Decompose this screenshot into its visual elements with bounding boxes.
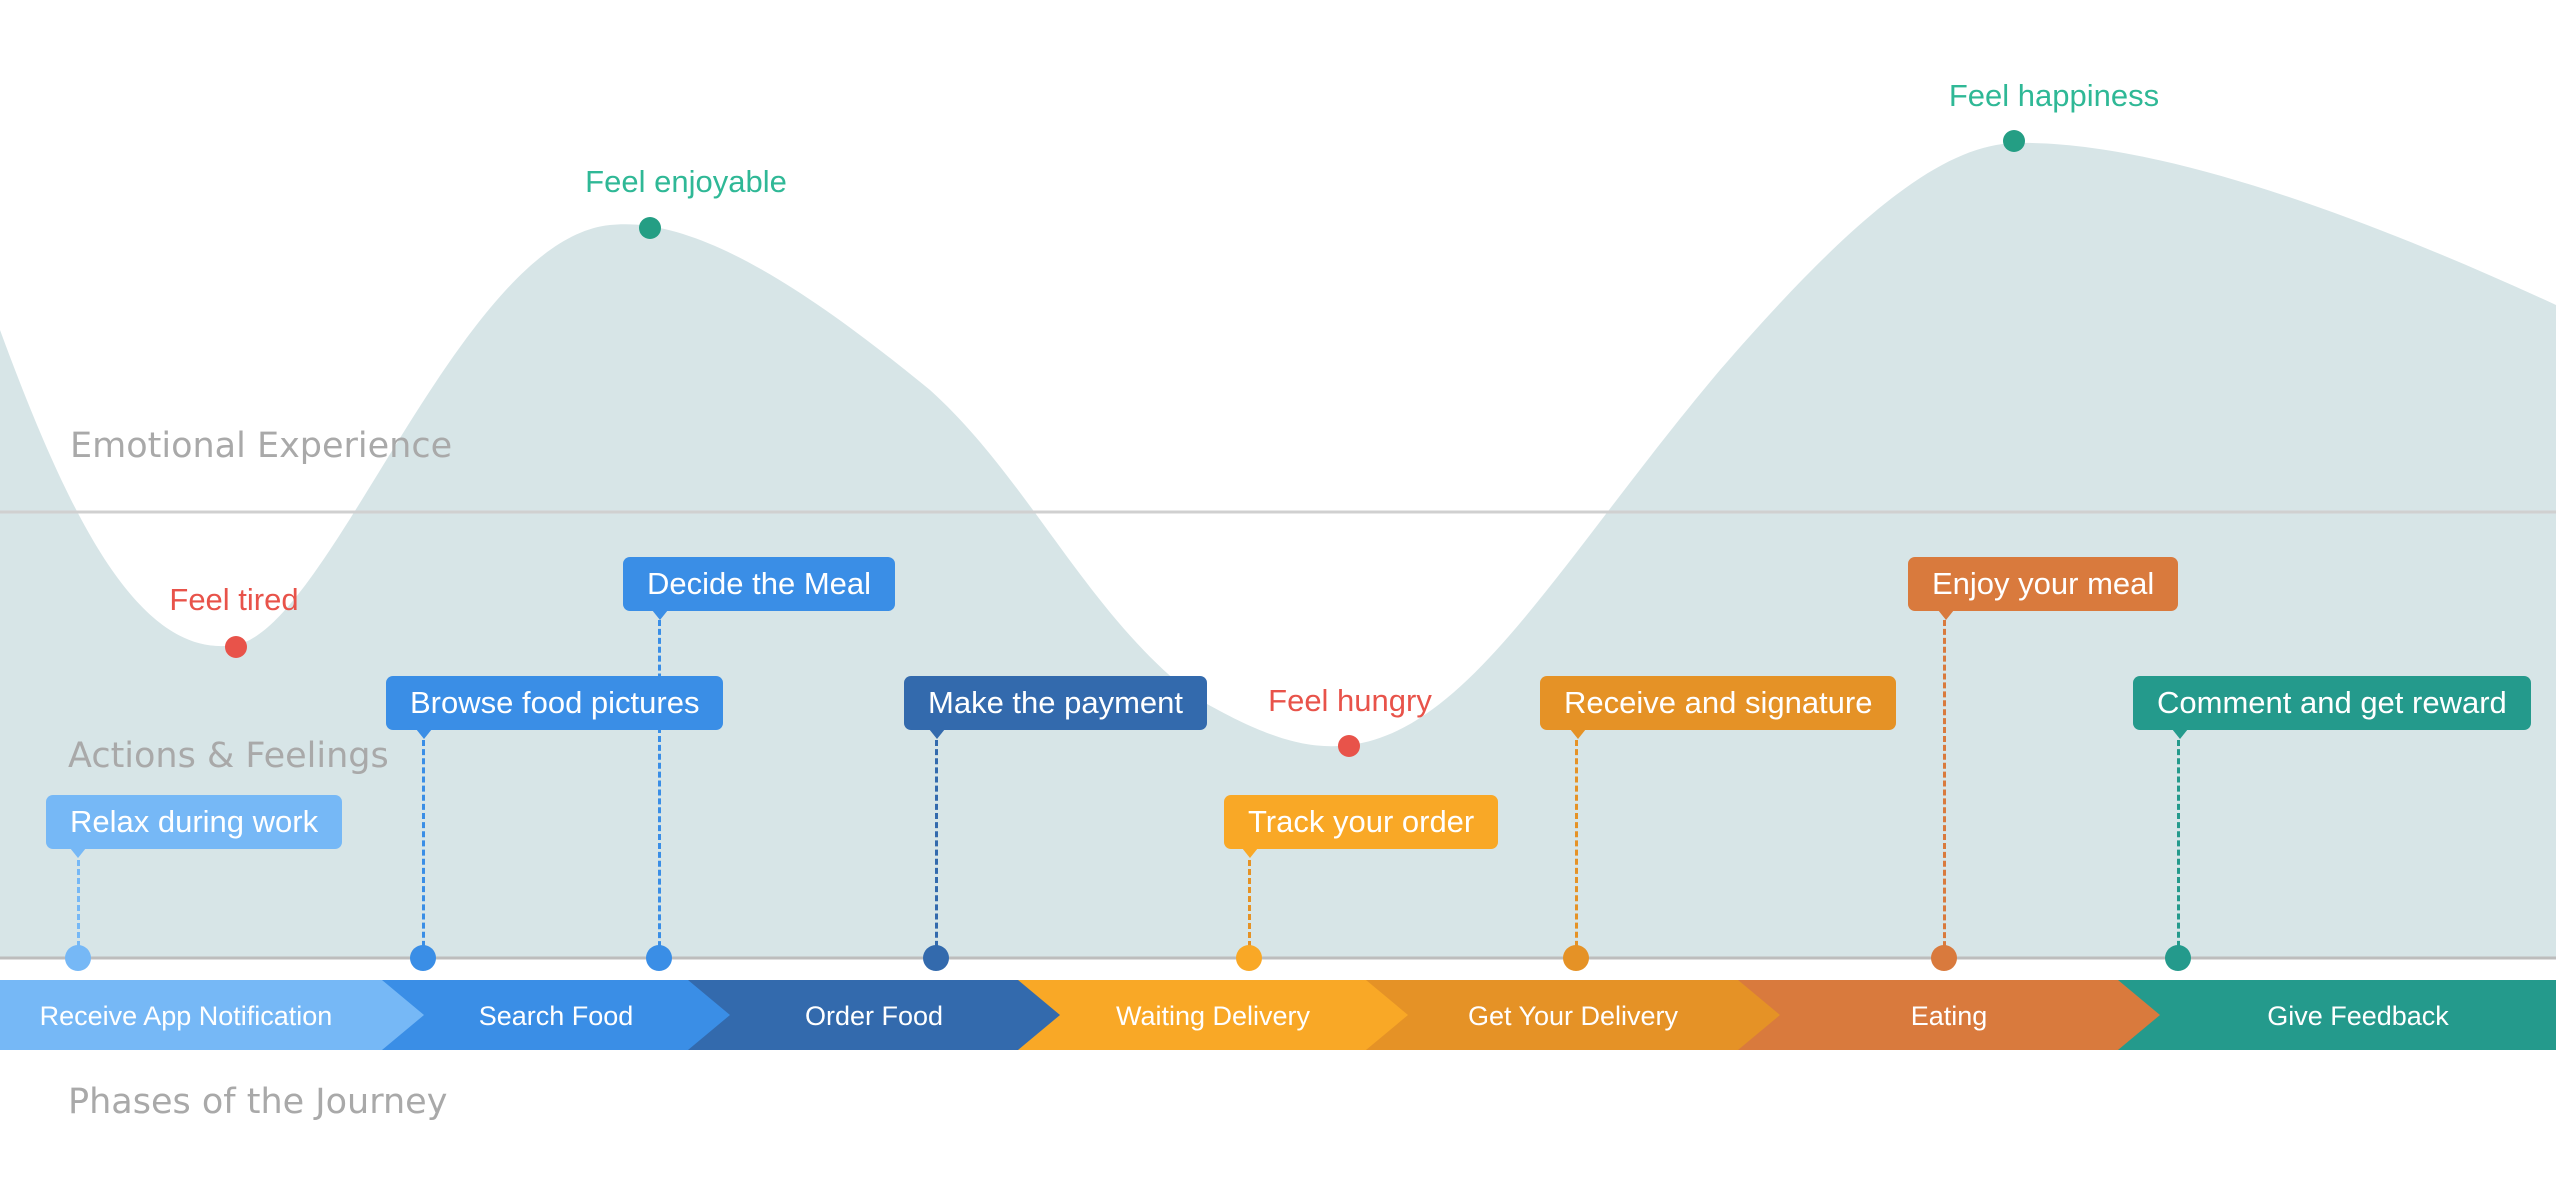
action-label: Track your order: [1248, 804, 1475, 839]
timeline-dot-relax: [65, 945, 91, 971]
feeling-dot-hungry: [1338, 735, 1360, 757]
pill-notch: [70, 848, 86, 858]
connector-track: [1248, 860, 1251, 956]
phase-label-waiting-delivery: Waiting Delivery: [1116, 1001, 1311, 1031]
emotion-wave: [0, 142, 2556, 959]
action-decide-the-meal[interactable]: Decide the Meal: [623, 557, 896, 620]
timeline-dot-browse: [410, 945, 436, 971]
connector-enjoy: [1943, 620, 1946, 956]
pill-notch: [2172, 729, 2188, 739]
phase-label-give-feedback: Give Feedback: [2267, 1001, 2449, 1031]
phase-label-receive-app-notification: Receive App Notification: [40, 1001, 333, 1031]
feeling-label-hungry: Feel hungry: [1268, 683, 1432, 718]
action-label: Receive and signature: [1564, 685, 1873, 720]
phases-label: Phases of the Journey: [68, 1082, 448, 1122]
timeline-dot-decide: [646, 945, 672, 971]
action-label: Make the payment: [928, 685, 1184, 720]
connector-decide: [658, 620, 661, 956]
phase-get-your-delivery[interactable]: [1366, 980, 1780, 1050]
pill-notch: [1938, 610, 1954, 620]
feeling-dot-tired: [225, 636, 247, 658]
connector-receive: [1575, 740, 1578, 956]
connector-relax: [77, 860, 80, 956]
action-label: Browse food pictures: [410, 685, 700, 720]
feeling-label-enjoyable: Feel enjoyable: [585, 164, 787, 199]
phase-order-food[interactable]: [688, 980, 1060, 1050]
phase-label-eating: Eating: [1911, 1001, 1988, 1031]
phase-give-feedback[interactable]: [2118, 980, 2556, 1050]
pill-notch: [1242, 848, 1258, 858]
pill-notch: [1570, 729, 1586, 739]
emotional-experience-label: Emotional Experience: [70, 426, 453, 466]
action-track-your-order[interactable]: Track your order: [1224, 795, 1499, 858]
phase-label-get-your-delivery: Get Your Delivery: [1468, 1001, 1679, 1031]
action-make-the-payment[interactable]: Make the payment: [904, 676, 1208, 739]
connector-browse: [422, 740, 425, 956]
action-label: Decide the Meal: [647, 566, 872, 601]
pill-notch: [416, 729, 432, 739]
action-receive-and-signature[interactable]: Receive and signature: [1540, 676, 1897, 739]
action-label: Comment and get reward: [2157, 685, 2507, 720]
phase-waiting-delivery[interactable]: [1018, 980, 1408, 1050]
actions-feelings-label: Actions & Feelings: [68, 736, 389, 776]
timeline-dot-receive: [1563, 945, 1589, 971]
connector-payment: [935, 740, 938, 956]
feeling-dot-happiness: [2003, 130, 2025, 152]
phase-search-food[interactable]: [382, 980, 730, 1050]
action-relax-during-work[interactable]: Relax during work: [46, 795, 343, 858]
action-comment-and-get-reward[interactable]: Comment and get reward: [2133, 676, 2531, 739]
timeline-dot-track: [1236, 945, 1262, 971]
phase-receive-app-notification[interactable]: [0, 980, 424, 1050]
phase-eating[interactable]: [1738, 980, 2160, 1050]
timeline-dot-payment: [923, 945, 949, 971]
timeline-dot-enjoy: [1931, 945, 1957, 971]
action-enjoy-your-meal[interactable]: Enjoy your meal: [1908, 557, 2179, 620]
action-browse-food-pictures[interactable]: Browse food pictures: [386, 676, 724, 739]
action-label: Enjoy your meal: [1932, 566, 2155, 601]
pill-notch: [929, 729, 945, 739]
phase-label-order-food: Order Food: [805, 1001, 943, 1031]
feeling-label-happiness: Feel happiness: [1948, 78, 2160, 113]
connector-comment: [2177, 740, 2180, 956]
phase-chevrons: Receive App Notification Search Food Order…: [0, 980, 2556, 1050]
timeline-dot-comment: [2165, 945, 2191, 971]
feeling-label-tired: Feel tired: [169, 582, 299, 617]
feeling-dot-enjoyable: [639, 217, 661, 239]
pill-notch: [652, 610, 668, 620]
phase-label-search-food: Search Food: [479, 1001, 634, 1031]
action-label: Relax during work: [70, 804, 319, 839]
